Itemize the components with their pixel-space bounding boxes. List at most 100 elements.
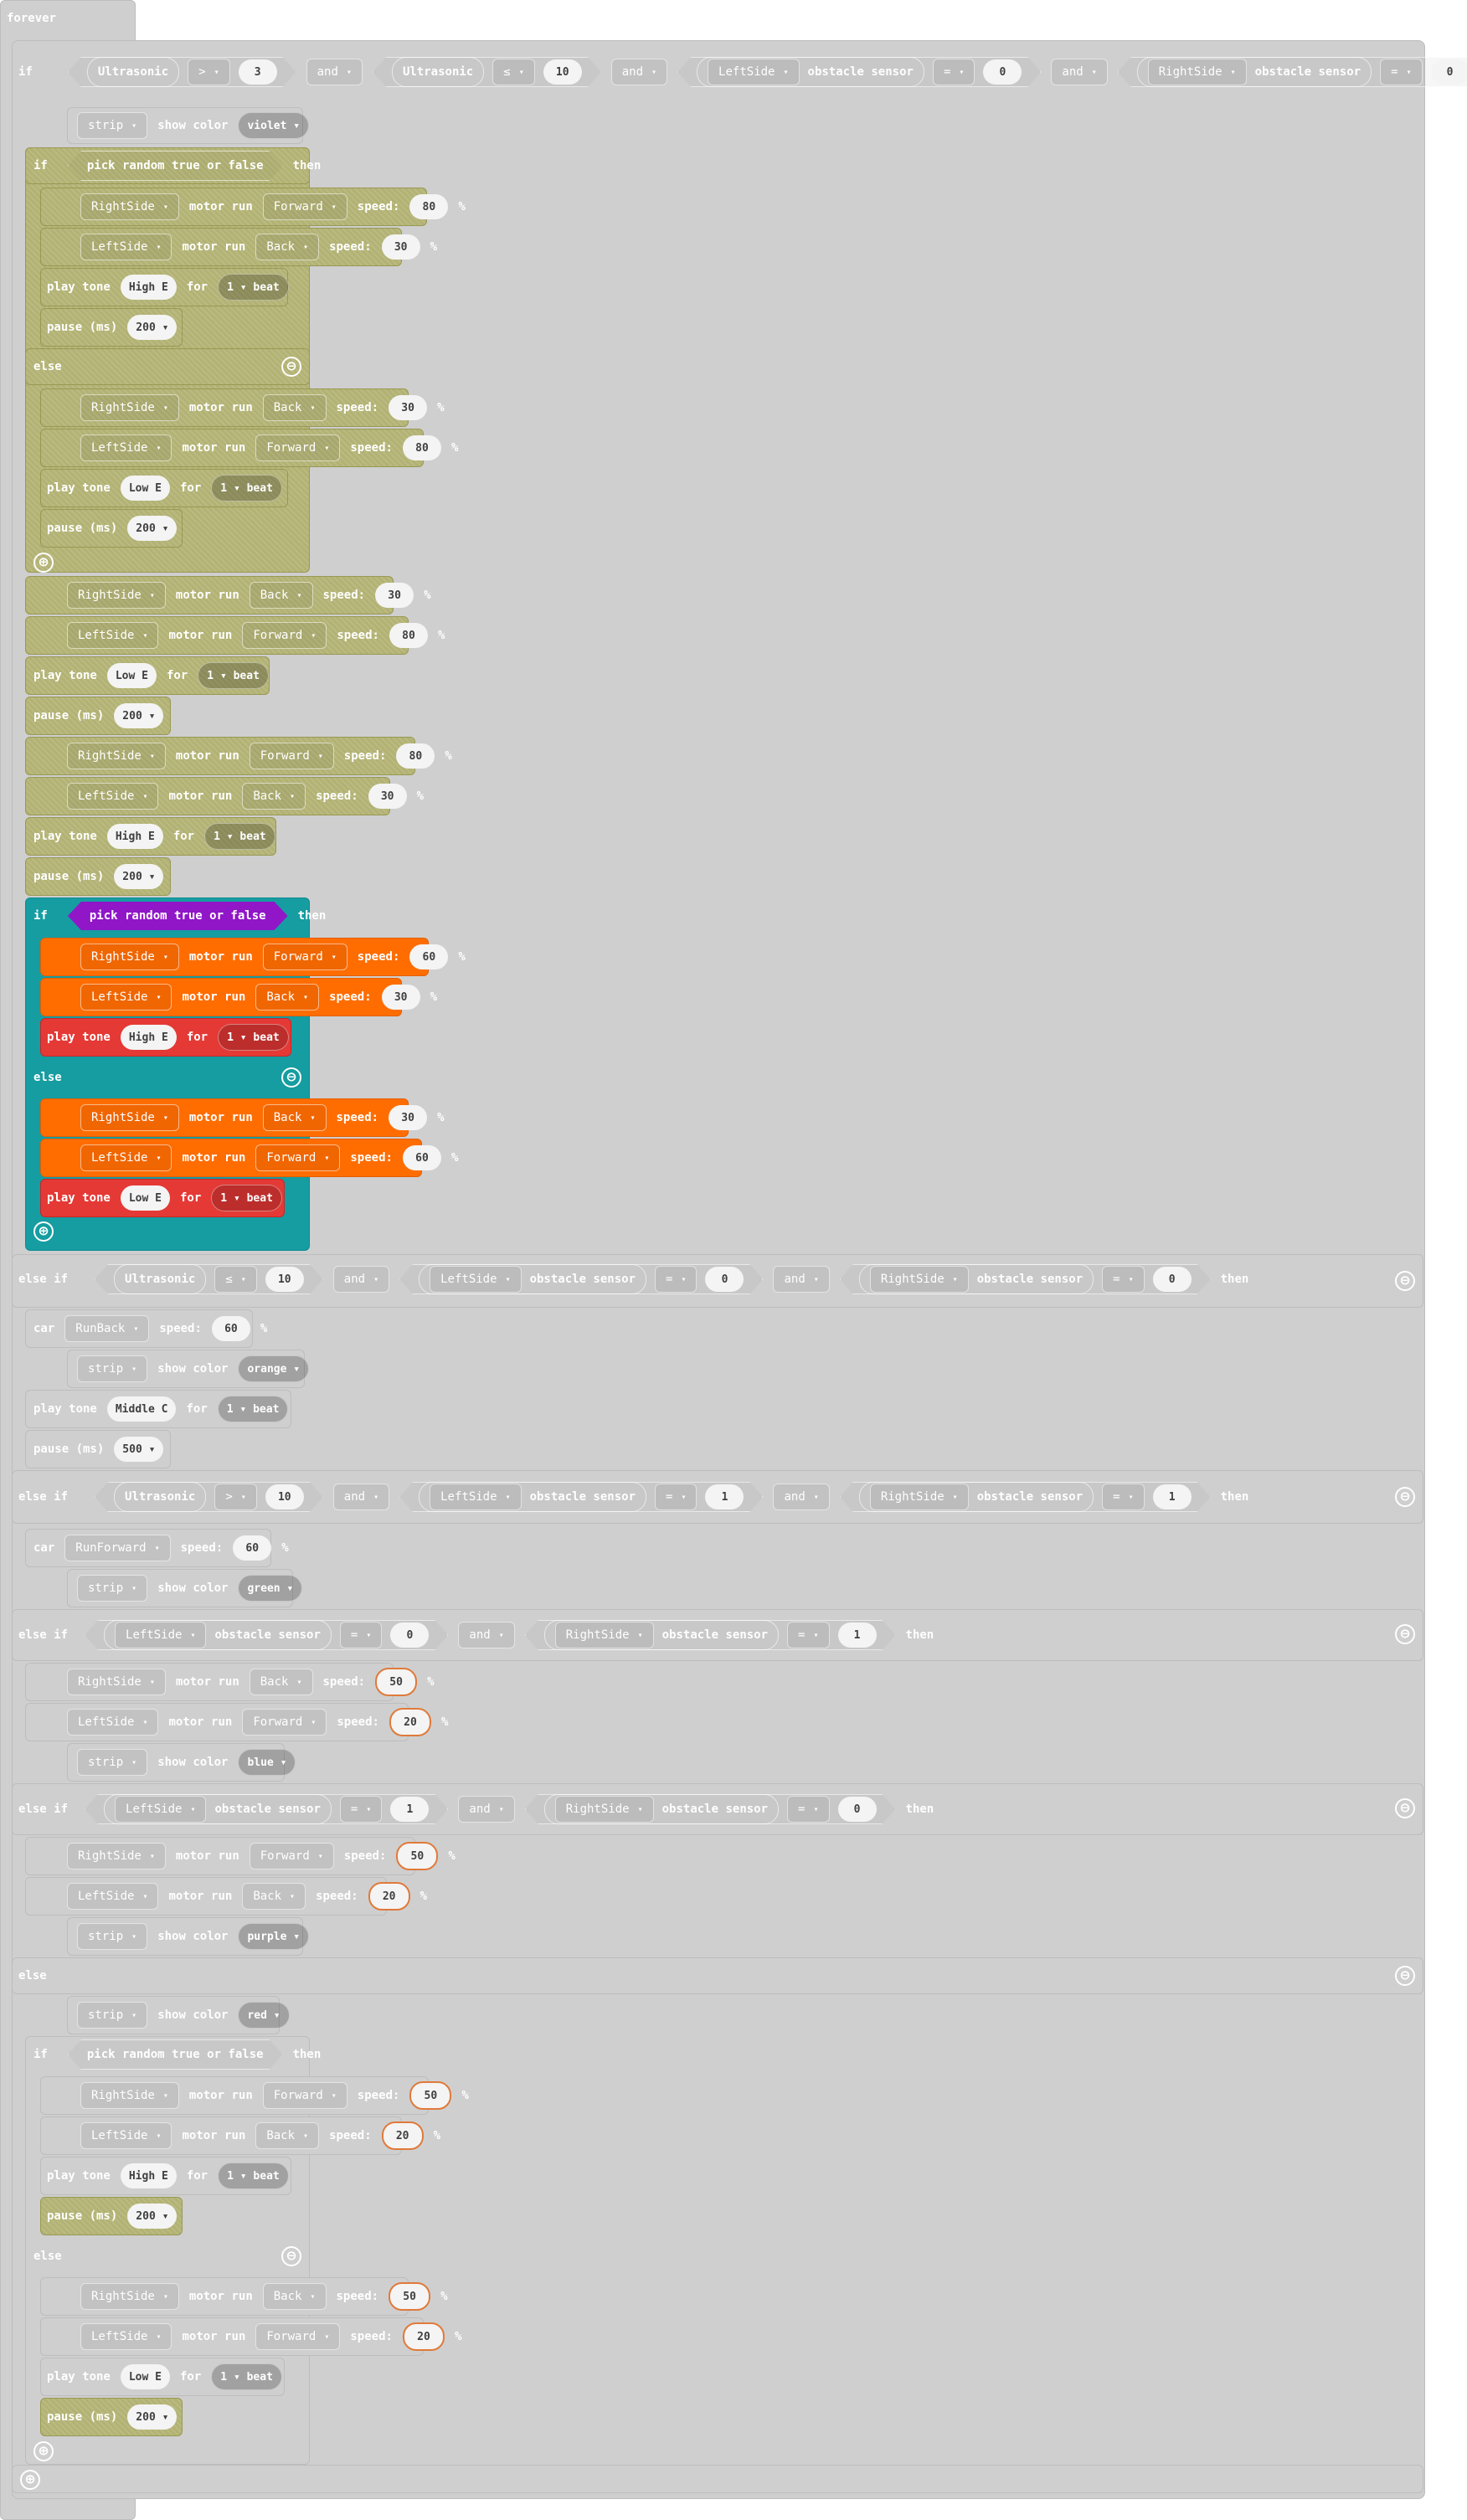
dropdown[interactable]: LeftSide ▾	[80, 435, 172, 461]
dropdown[interactable]: RunForward ▾	[64, 1535, 170, 1561]
value-field[interactable]: 30	[389, 395, 427, 420]
value-field[interactable]: 0	[705, 1267, 744, 1292]
dropdown[interactable]: strip ▾	[77, 2002, 147, 2029]
value-field[interactable]: 0	[1431, 59, 1467, 85]
dropdown[interactable]: RightSide ▾	[80, 2283, 179, 2310]
dropdown[interactable]: = ▾	[787, 1622, 829, 1648]
value-field[interactable]: 200 ▾	[127, 2204, 177, 2229]
value-field[interactable]: 1 ▾ beat	[218, 1396, 289, 1422]
op-dropdown[interactable]: > ▾	[188, 59, 229, 85]
dropdown[interactable]: RightSide ▾	[870, 1266, 969, 1293]
dropdown[interactable]: RightSide ▾	[67, 1843, 166, 1869]
value-field[interactable]: 80	[396, 743, 435, 769]
value-field[interactable]: 200 ▾	[127, 516, 177, 541]
plus-icon[interactable]: ⊕	[33, 553, 54, 573]
value-field[interactable]: 80	[403, 435, 441, 460]
dropdown[interactable]: RightSide ▾	[67, 743, 166, 769]
value-field[interactable]: Low E	[121, 2364, 170, 2389]
dropdown[interactable]: LeftSide ▾	[80, 2122, 172, 2149]
value-field[interactable]: 0	[390, 1623, 429, 1648]
value-field[interactable]: 10	[543, 59, 582, 85]
dropdown[interactable]: Back ▾	[242, 1883, 306, 1910]
value-field[interactable]: High E	[121, 2163, 177, 2188]
dropdown[interactable]: Back ▾	[255, 2122, 319, 2149]
dropdown[interactable]: LeftSide ▾	[115, 1796, 206, 1823]
value-field[interactable]: 1 ▾ beat	[218, 274, 289, 301]
dropdown[interactable]: LeftSide ▾	[67, 622, 158, 649]
dropdown[interactable]: Back ▾	[255, 234, 319, 260]
value-field[interactable]: 10	[265, 1267, 304, 1292]
dropdown[interactable]: = ▾	[655, 1266, 697, 1293]
dropdown[interactable]: and ▾	[773, 1484, 829, 1510]
dropdown[interactable]: = ▾	[340, 1796, 382, 1823]
dropdown[interactable]: LeftSide ▾	[67, 1883, 158, 1910]
value-field[interactable]: 1 ▾ beat	[198, 662, 269, 689]
value-field[interactable]: 200 ▾	[127, 2404, 177, 2430]
and-dropdown[interactable]: and ▾	[306, 59, 363, 85]
dropdown[interactable]: RightSide ▾	[80, 1104, 179, 1131]
minus-icon[interactable]: ⊖	[281, 357, 301, 377]
dropdown[interactable]: and ▾	[773, 1266, 829, 1293]
dropdown[interactable]: = ▾	[1380, 59, 1422, 85]
value-field[interactable]: High E	[121, 275, 177, 300]
minus-icon[interactable]: ⊖	[1395, 1271, 1415, 1291]
dropdown[interactable]: RightSide ▾	[67, 582, 166, 609]
dropdown[interactable]: strip ▾	[77, 1355, 147, 1382]
dropdown[interactable]: RightSide ▾	[67, 1669, 166, 1695]
value-field[interactable]: 1 ▾ beat	[211, 1185, 282, 1211]
minus-icon[interactable]: ⊖	[281, 2246, 301, 2266]
minus-icon[interactable]: ⊖	[1395, 1798, 1415, 1818]
value-field[interactable]: 1	[838, 1623, 877, 1648]
dropdown[interactable]: Back ▾	[242, 783, 306, 810]
dropdown[interactable]: LeftSide ▾	[67, 783, 158, 810]
dropdown[interactable]: RightSide ▾	[80, 394, 179, 421]
value-field[interactable]: 20	[403, 2322, 445, 2351]
dropdown[interactable]: and ▾	[611, 59, 667, 85]
value-field[interactable]: violet ▾	[238, 112, 309, 139]
value-field[interactable]: 200 ▾	[114, 864, 163, 889]
dropdown[interactable]: = ▾	[1102, 1266, 1144, 1293]
dropdown[interactable]: Forward ▾	[242, 622, 327, 649]
dropdown[interactable]: Forward ▾	[255, 2323, 340, 2350]
value-field[interactable]: 1	[705, 1484, 744, 1509]
value-field[interactable]: 30	[382, 985, 420, 1010]
value-field[interactable]: 50	[409, 2081, 451, 2110]
value-field[interactable]: 500 ▾	[114, 1437, 163, 1462]
dropdown[interactable]: ≤ ▾	[214, 1266, 256, 1293]
value-field[interactable]: Middle C	[107, 1396, 177, 1422]
value-field[interactable]: Low E	[121, 1185, 170, 1211]
dropdown[interactable]: RightSide ▾	[80, 193, 179, 220]
dropdown[interactable]: RightSide ▾	[555, 1622, 654, 1648]
value-field[interactable]: 50	[389, 2282, 430, 2311]
value-field[interactable]: 3	[239, 59, 277, 85]
value-field[interactable]: 1 ▾ beat	[211, 2363, 282, 2390]
value-field[interactable]: 200 ▾	[127, 315, 177, 340]
dropdown[interactable]: Back ▾	[255, 984, 319, 1011]
value-field[interactable]: 10	[265, 1484, 304, 1509]
main-if-footer[interactable]	[12, 2465, 1423, 2493]
dropdown[interactable]: LeftSide ▾	[430, 1484, 521, 1510]
minus-icon[interactable]: ⊖	[1395, 1966, 1415, 1986]
dropdown[interactable]: RightSide ▾	[80, 2082, 179, 2109]
dropdown[interactable]: and ▾	[333, 1484, 389, 1510]
dropdown[interactable]: RightSide ▾	[1148, 59, 1247, 85]
value-field[interactable]: 60	[403, 1145, 441, 1170]
plus-icon[interactable]: ⊕	[33, 1221, 54, 1242]
final-else-header[interactable]	[12, 1957, 1423, 1994]
value-field[interactable]: 80	[409, 194, 448, 219]
dropdown[interactable]: strip ▾	[77, 1575, 147, 1602]
value-field[interactable]: 60	[212, 1316, 250, 1341]
dropdown[interactable]: = ▾	[340, 1622, 382, 1648]
dropdown[interactable]: Forward ▾	[263, 944, 347, 970]
dropdown[interactable]: LeftSide ▾	[67, 1709, 158, 1736]
condition-and[interactable]: Ultrasonic > ▾ 3	[68, 57, 296, 87]
dropdown[interactable]: LeftSide ▾	[80, 2323, 172, 2350]
dropdown[interactable]: Forward ▾	[255, 435, 340, 461]
value-field[interactable]: 20	[368, 1882, 410, 1911]
dropdown[interactable]: Forward ▾	[263, 2082, 347, 2109]
value-field[interactable]: 20	[382, 2121, 424, 2150]
value-field[interactable]: 0	[838, 1797, 877, 1822]
value-field[interactable]: High E	[107, 824, 163, 849]
dropdown[interactable]: RightSide ▾	[870, 1484, 969, 1510]
dropdown[interactable]: > ▾	[214, 1484, 256, 1510]
